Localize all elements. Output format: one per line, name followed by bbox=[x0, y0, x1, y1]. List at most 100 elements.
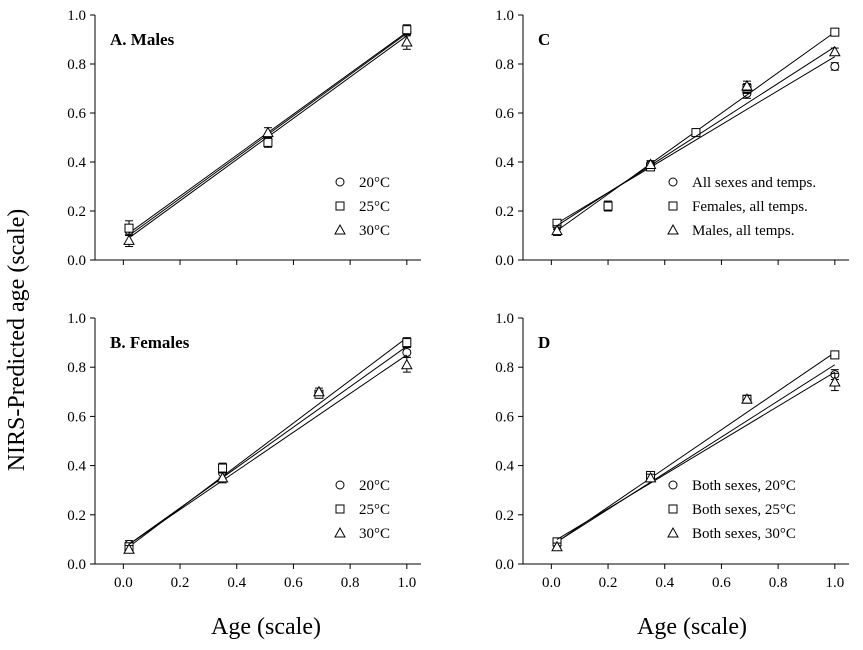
series-2 bbox=[551, 45, 841, 236]
y-tick-label: 1.0 bbox=[495, 8, 514, 24]
data-point bbox=[741, 80, 753, 91]
fit-line bbox=[556, 364, 836, 543]
panel-title: C bbox=[538, 30, 550, 49]
legend-marker bbox=[335, 504, 345, 514]
x-axis-label-right: Age (scale) bbox=[637, 614, 747, 640]
legend-label: Males, all temps. bbox=[692, 223, 794, 239]
x-tick-label: 0.2 bbox=[171, 575, 190, 591]
data-point bbox=[830, 27, 840, 37]
series-0 bbox=[552, 364, 840, 549]
legend-label: Females, all temps. bbox=[692, 199, 808, 215]
y-tick-label: 0.2 bbox=[495, 204, 514, 220]
fit-line bbox=[556, 46, 836, 227]
series-1 bbox=[124, 337, 412, 552]
y-tick-label: 0.8 bbox=[495, 360, 514, 376]
y-tick-label: 0.0 bbox=[67, 557, 86, 573]
fit-line bbox=[128, 354, 408, 545]
fit-line bbox=[556, 371, 836, 540]
data-point bbox=[216, 471, 229, 483]
data-point bbox=[828, 45, 841, 57]
legend-label: 30°C bbox=[359, 526, 390, 542]
legend-marker bbox=[335, 480, 345, 490]
data-point bbox=[400, 358, 413, 370]
y-tick-label: 0.6 bbox=[495, 106, 514, 122]
data-point bbox=[402, 347, 412, 357]
panel-c: 0.0 0.2 0.4 0.6 0.8 1.0 C All sexes and temps. F… bbox=[495, 8, 849, 269]
data-point bbox=[830, 350, 840, 360]
legend-label: 20°C bbox=[359, 175, 390, 191]
data-point bbox=[263, 137, 273, 147]
legend-label: 25°C bbox=[359, 199, 390, 215]
panel-b: 0.0 0.2 0.4 0.6 0.8 1.0 0.0 0.2 0.4 0.6 0.8 1.0 B. F… bbox=[67, 311, 421, 591]
panel-title: A. Males bbox=[110, 30, 175, 49]
data-point bbox=[218, 463, 228, 473]
data-point bbox=[123, 234, 135, 245]
legend-marker bbox=[668, 480, 678, 490]
legend-marker bbox=[668, 504, 678, 514]
legend-marker bbox=[668, 177, 678, 187]
x-tick-label: 0.6 bbox=[712, 575, 731, 591]
data-point bbox=[741, 393, 753, 404]
data-point bbox=[830, 61, 840, 71]
data-point bbox=[644, 158, 657, 169]
x-tick-label: 0.0 bbox=[542, 575, 561, 591]
panel-title: B. Females bbox=[110, 333, 190, 352]
y-tick-label: 0.4 bbox=[67, 459, 86, 475]
data-point bbox=[644, 471, 657, 483]
data-point bbox=[313, 385, 325, 397]
y-tick-label: 0.0 bbox=[67, 253, 86, 269]
legend-label: Both sexes, 20°C bbox=[692, 478, 796, 494]
legend-label: Both sexes, 25°C bbox=[692, 502, 796, 518]
x-tick-label: 0.8 bbox=[341, 575, 360, 591]
y-tick-label: 0.4 bbox=[495, 459, 514, 475]
x-tick-label: 0.6 bbox=[284, 575, 303, 591]
x-tick-label: 0.4 bbox=[655, 575, 674, 591]
legend-label: All sexes and temps. bbox=[692, 175, 816, 191]
y-tick-label: 0.4 bbox=[67, 155, 86, 171]
y-tick-label: 0.8 bbox=[67, 57, 86, 73]
legend-marker bbox=[335, 201, 345, 211]
x-tick-label: 0.4 bbox=[227, 575, 246, 591]
fit-line bbox=[556, 352, 836, 543]
panel-title: D bbox=[538, 333, 550, 352]
data-point bbox=[551, 540, 563, 552]
data-point bbox=[603, 201, 613, 211]
legend-label: 30°C bbox=[359, 223, 390, 239]
data-point bbox=[402, 25, 412, 35]
data-point bbox=[124, 223, 134, 233]
y-tick-label: 0.8 bbox=[67, 360, 86, 376]
data-point bbox=[400, 35, 413, 47]
y-tick-label: 0.8 bbox=[495, 57, 514, 73]
y-tick-label: 0.2 bbox=[67, 204, 86, 220]
y-tick-label: 0.6 bbox=[495, 409, 514, 425]
x-tick-label: 0.2 bbox=[599, 575, 618, 591]
legend-marker bbox=[667, 526, 679, 538]
y-axis-label: NIRS-Predicted age (scale) bbox=[4, 209, 30, 472]
series-2 bbox=[123, 354, 413, 554]
panel-a: 0.0 0.2 0.4 0.6 0.8 1.0 A. Males 20°C 25°C 30°C bbox=[67, 8, 421, 269]
legend-marker bbox=[335, 177, 345, 187]
y-tick-label: 0.2 bbox=[67, 508, 86, 524]
data-point bbox=[402, 338, 412, 348]
y-tick-label: 1.0 bbox=[67, 8, 86, 24]
legend-marker bbox=[668, 201, 678, 211]
x-tick-label: 1.0 bbox=[397, 575, 416, 591]
y-tick-label: 1.0 bbox=[495, 311, 514, 327]
panel-d: 0.0 0.2 0.4 0.6 0.8 1.0 0.0 0.2 0.4 0.6 0.8 1.0 D Bot… bbox=[495, 311, 849, 591]
fit-line bbox=[128, 337, 408, 548]
y-tick-label: 1.0 bbox=[67, 311, 86, 327]
x-tick-label: 1.0 bbox=[825, 575, 844, 591]
x-tick-label: 0.0 bbox=[114, 575, 133, 591]
x-tick-label: 0.8 bbox=[769, 575, 788, 591]
legend-label: 20°C bbox=[359, 478, 390, 494]
y-tick-label: 0.6 bbox=[67, 409, 86, 425]
data-point bbox=[123, 543, 135, 554]
x-axis-label-left: Age (scale) bbox=[211, 614, 321, 640]
series-2 bbox=[551, 371, 841, 552]
data-point bbox=[262, 126, 274, 138]
series-2 bbox=[123, 34, 413, 248]
legend-marker bbox=[334, 223, 346, 235]
y-tick-label: 0.0 bbox=[495, 253, 514, 269]
